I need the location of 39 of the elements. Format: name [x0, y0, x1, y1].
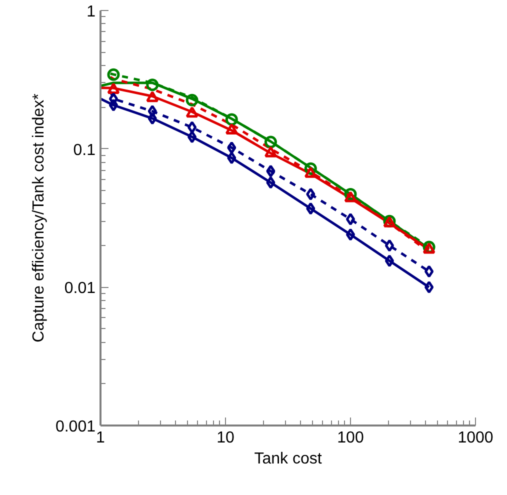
point: [108, 92, 118, 106]
y-tick-label: 0.001: [55, 418, 96, 436]
point: [107, 82, 120, 94]
point: [186, 94, 198, 106]
x-tick-label: 1000: [458, 430, 494, 446]
point: [344, 191, 357, 202]
point: [264, 136, 277, 148]
point: [304, 166, 317, 178]
x-axis-title: Tank cost: [254, 450, 322, 468]
point: [266, 176, 276, 189]
point: [108, 98, 118, 112]
point: [306, 202, 316, 215]
y-axis-title: Capture efficiency/Tank cost index*: [30, 94, 48, 342]
point: [227, 141, 236, 154]
point: [225, 113, 238, 126]
point: [264, 146, 277, 158]
y-tick-label: 0.01: [64, 280, 96, 298]
point: [148, 104, 157, 118]
point: [306, 188, 316, 200]
point: [424, 280, 434, 294]
point: [424, 265, 434, 278]
point: [187, 121, 197, 134]
point: [187, 130, 197, 144]
point: [186, 106, 198, 118]
point: [146, 78, 159, 92]
point: [346, 228, 356, 241]
point: [107, 68, 120, 81]
point: [146, 90, 159, 102]
point: [227, 152, 236, 164]
y-tick-label: 1: [86, 4, 96, 20]
point: [266, 164, 276, 178]
point: [346, 212, 356, 226]
x-tick-label: 100: [337, 430, 364, 446]
point: [225, 123, 238, 134]
y-tick-label: 0.1: [73, 142, 96, 159]
point: [384, 239, 394, 252]
point: [384, 254, 394, 268]
point: [148, 112, 157, 125]
x-tick-label: 10: [216, 430, 234, 446]
